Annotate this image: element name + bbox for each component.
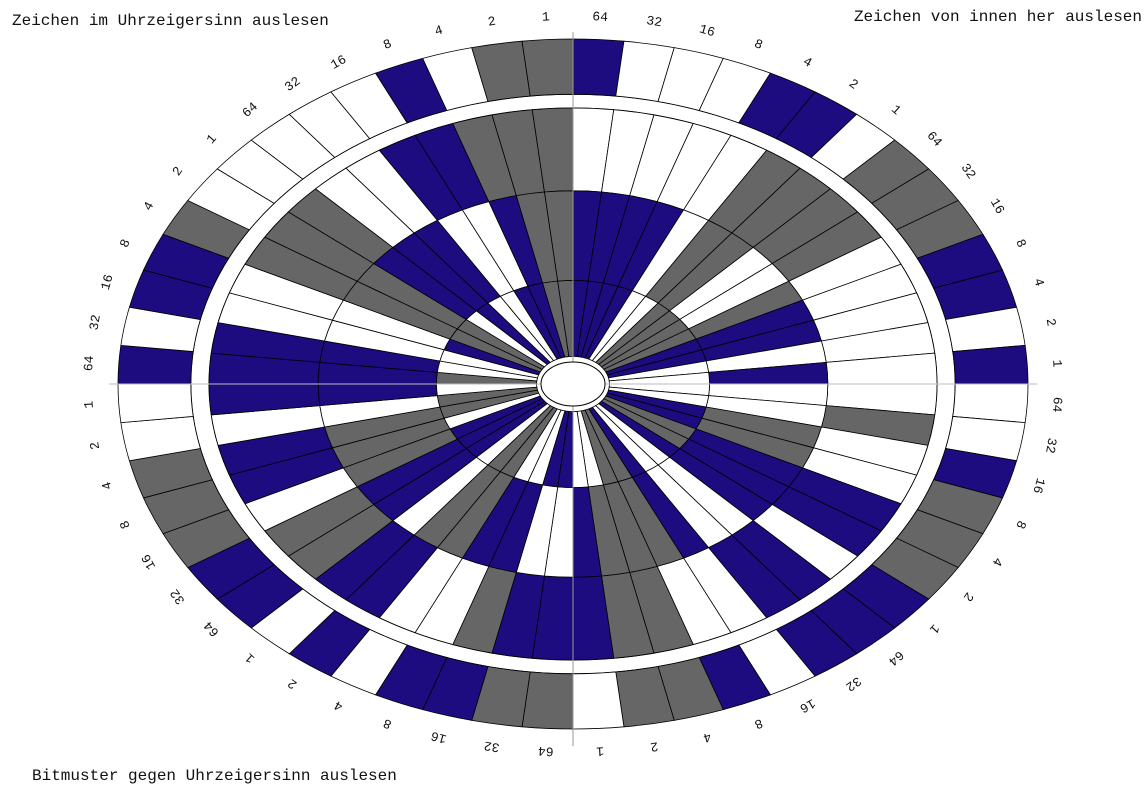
bit-label: 8 [117,237,134,250]
bit-label: 64 [81,355,97,372]
hub [540,361,606,407]
bit-label: 1 [926,621,943,637]
bit-label: 8 [1012,518,1029,531]
bit-label: 8 [1012,237,1029,250]
bit-label: 64 [537,743,554,759]
bit-label: 2 [487,14,497,30]
bit-label: 1 [542,9,551,24]
bit-cell [117,383,194,424]
bit-cell [117,344,194,385]
bit-label: 64 [1049,396,1065,413]
bit-label: 8 [752,715,765,732]
bit-label: 32 [483,738,501,755]
bit-label: 2 [169,164,186,179]
bit-label: 4 [99,480,116,492]
corner-text: Zeichen im Uhrzeigersinn auslesen [12,12,329,30]
bit-label: 16 [987,196,1008,217]
bit-label: 1 [203,131,220,147]
bit-label: 64 [924,128,946,150]
bit-label: 1 [888,102,904,119]
bit-label: 16 [328,52,349,73]
bit-label: 8 [752,36,765,53]
bit-label: 4 [989,555,1006,569]
bit-label: 2 [1043,317,1059,327]
bit-label: 2 [285,675,300,692]
bit-label: 16 [138,551,159,572]
bit-label: 4 [140,199,157,213]
bit-label: 64 [239,99,261,121]
bit-label: 1 [1049,359,1064,368]
bit-label: 4 [701,729,713,746]
bit-label: 64 [592,9,609,25]
bit-cell [952,344,1029,385]
bit-label: 32 [167,586,188,607]
bit-label: 32 [958,161,979,182]
bit-label: 2 [960,589,977,604]
bit-label: 16 [698,22,717,41]
bit-label: 64 [885,647,907,669]
bit-label: 1 [242,650,258,667]
bit-label: 32 [282,74,303,95]
corner-text: Bitmuster gegen Uhrzeigersinn auslesen [32,767,397,785]
bit-label: 16 [1029,476,1048,495]
corner-text: Zeichen von innen her auslesen [854,8,1142,26]
bit-label: 32 [87,313,104,331]
bit-label: 4 [1030,276,1047,288]
bit-label: 4 [800,54,814,71]
bit-label: 64 [201,618,223,640]
bit-label: 8 [381,36,394,53]
bit-label: 2 [846,76,861,93]
bit-label: 32 [1042,437,1059,455]
bit-cell [521,38,574,97]
bit-label: 4 [433,23,445,40]
bit-label: 1 [81,400,96,409]
bit-label: 16 [429,728,448,747]
bit-label: 1 [596,743,605,758]
bit-label: 16 [98,273,117,292]
bit-cell [521,671,574,730]
bit-label: 4 [331,697,345,714]
bit-label: 2 [87,440,103,450]
bit-label: 2 [649,738,659,754]
bit-label: 32 [645,13,663,30]
bit-label: 16 [797,695,818,716]
bit-cell [572,38,625,97]
bit-label: 32 [843,673,864,694]
bit-label: 8 [117,518,134,531]
bit-label: 8 [381,715,394,732]
bit-cell [952,383,1029,424]
bit-cell [572,671,625,730]
